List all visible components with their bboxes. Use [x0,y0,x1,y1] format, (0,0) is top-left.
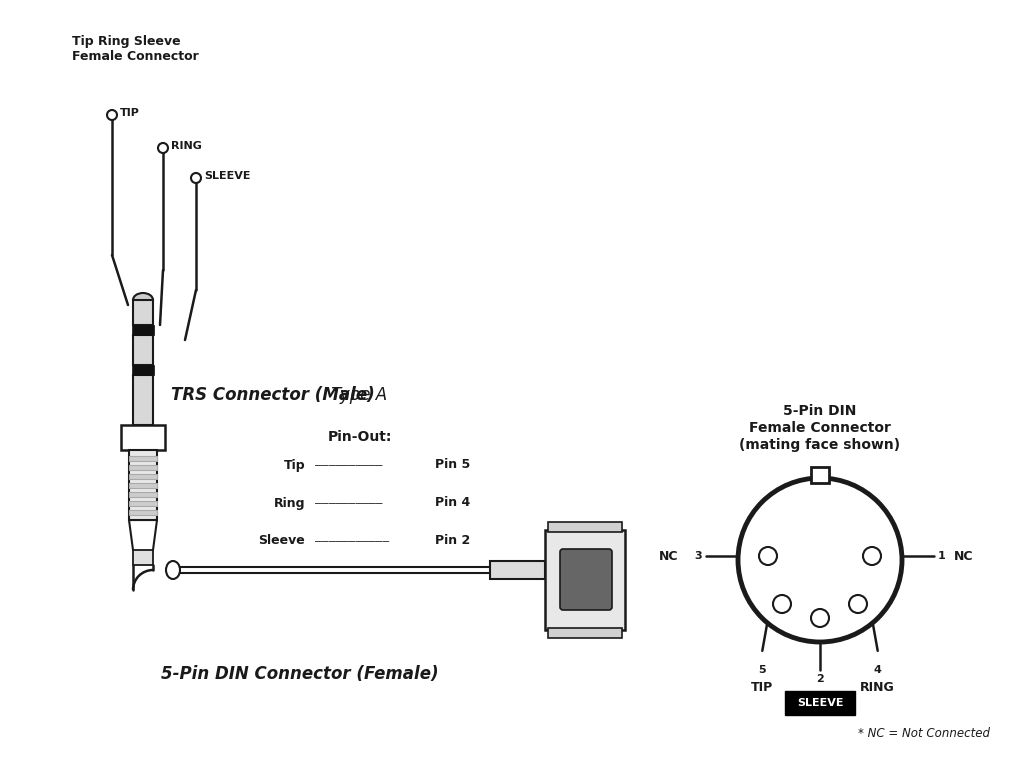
Text: Tip Ring Sleeve: Tip Ring Sleeve [72,35,180,48]
Text: 1: 1 [938,551,946,561]
Bar [129,465,157,470]
Bar [129,456,157,461]
Bar [129,483,157,488]
Text: NC: NC [658,549,678,562]
Bar [129,510,157,515]
Text: SLEEVE: SLEEVE [797,698,843,708]
Text: TRS Connector (Male): TRS Connector (Male) [171,386,375,404]
Bar [132,365,154,375]
Circle shape [759,547,777,565]
Circle shape [738,478,902,642]
Text: Type A: Type A [326,386,387,404]
Text: Pin-Out:: Pin-Out: [328,430,392,444]
Text: * NC = Not Connected: * NC = Not Connected [858,727,990,740]
Text: 2: 2 [816,674,824,684]
Text: RING: RING [171,141,202,151]
Bar [490,561,545,579]
Text: TIP: TIP [120,108,140,118]
Text: Sleeve: Sleeve [258,535,305,548]
Text: RING: RING [860,680,895,694]
Text: Ring: Ring [273,496,305,509]
Text: 4: 4 [873,665,882,675]
Bar [121,425,165,450]
Text: Tip: Tip [284,458,305,472]
Bar [129,474,157,479]
Circle shape [191,173,201,183]
Ellipse shape [166,561,180,579]
Text: Female Connector: Female Connector [750,421,891,435]
Circle shape [106,110,117,120]
Text: TIP: TIP [752,680,773,694]
Text: 5-Pin DIN: 5-Pin DIN [783,404,857,418]
Bar [545,530,625,630]
FancyBboxPatch shape [785,691,855,715]
Ellipse shape [133,293,153,307]
Bar [133,375,153,425]
Text: 3: 3 [694,551,702,561]
Circle shape [863,547,881,565]
Bar [548,628,622,638]
Bar [133,300,153,325]
Circle shape [741,481,899,639]
Bar [129,492,157,497]
Bar [132,325,154,335]
Text: Pin 4: Pin 4 [435,496,470,509]
Text: ——————————: —————————— [315,460,383,470]
Bar [133,550,153,565]
Text: ——————————: —————————— [315,498,383,508]
Text: NC: NC [954,549,974,562]
Circle shape [811,609,829,627]
Circle shape [158,143,168,153]
Text: Pin 5: Pin 5 [435,458,470,472]
Circle shape [849,595,867,613]
Bar [133,335,153,365]
Bar [129,501,157,506]
Bar [811,467,829,483]
Text: 5: 5 [759,665,766,675]
Text: SLEEVE: SLEEVE [204,171,251,181]
Bar [129,450,157,520]
Circle shape [773,595,791,613]
Text: 5-Pin DIN Connector (Female): 5-Pin DIN Connector (Female) [161,665,439,683]
FancyBboxPatch shape [560,549,612,610]
Text: Pin 2: Pin 2 [435,535,470,548]
Bar [548,522,622,532]
Text: (mating face shown): (mating face shown) [739,438,900,452]
Text: Female Connector: Female Connector [72,50,199,63]
Text: ———————————: ——————————— [315,536,389,546]
